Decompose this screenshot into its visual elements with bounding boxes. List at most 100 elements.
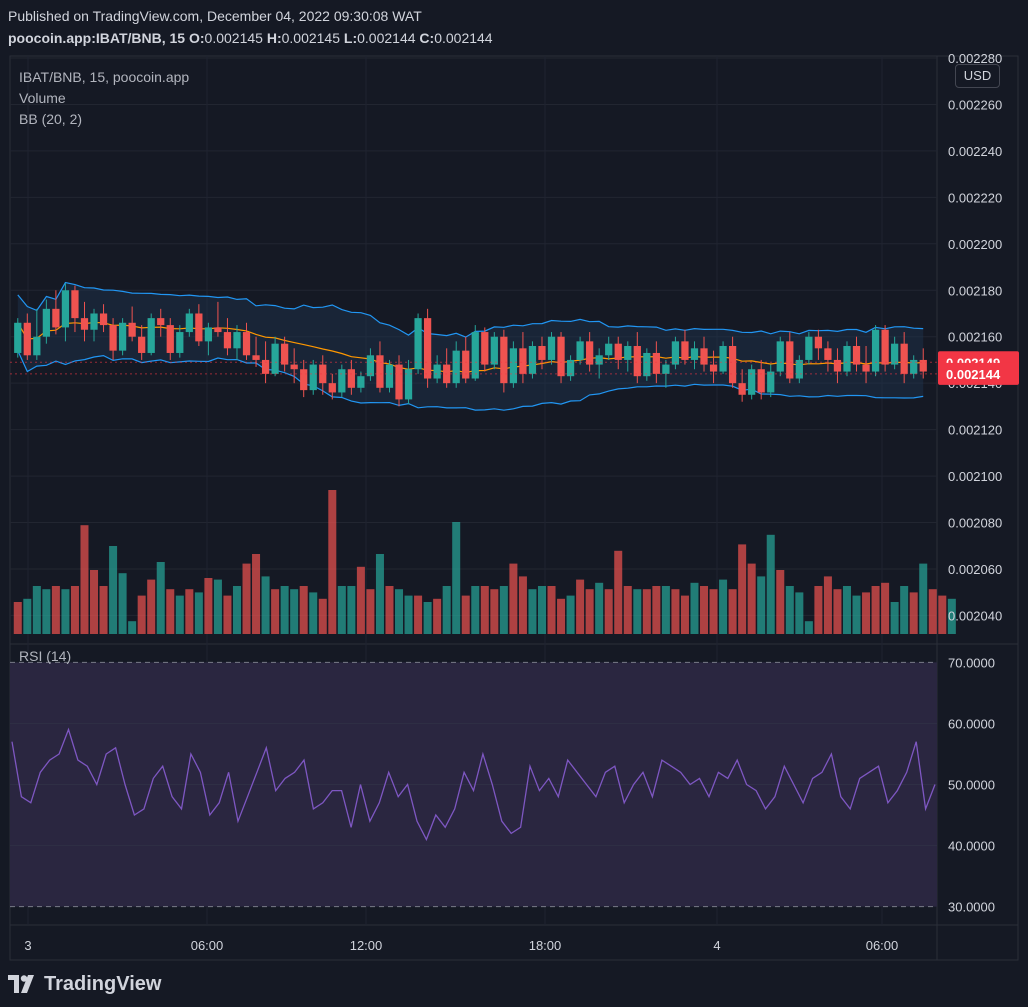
- candle-body: [338, 369, 346, 393]
- volume-bar: [700, 586, 709, 634]
- low-label: L:: [343, 30, 358, 46]
- price-tick-label: 0.002260: [948, 97, 1002, 112]
- volume-bar: [242, 563, 251, 634]
- candle-body: [328, 383, 336, 393]
- time-tick-label: 4: [713, 938, 720, 953]
- volume-bar: [280, 586, 289, 634]
- volume-bar: [785, 586, 794, 634]
- volume-bar: [671, 589, 680, 634]
- candle-body: [643, 352, 651, 377]
- candle-body: [633, 346, 641, 377]
- candle-body: [71, 290, 79, 319]
- volume-bar: [862, 592, 871, 634]
- volume-bar: [804, 621, 813, 634]
- volume-bar: [347, 586, 356, 634]
- rsi-panel: [10, 661, 937, 908]
- volume-bar: [938, 595, 947, 634]
- price-tick-label: 0.002120: [948, 423, 1002, 438]
- volume-bar: [604, 589, 613, 634]
- price-tick-label: 0.002060: [948, 562, 1002, 577]
- candle-body: [566, 359, 575, 377]
- candlesticks: [14, 283, 927, 407]
- volume-bar: [652, 586, 661, 634]
- candle-body: [843, 346, 851, 372]
- close-label: C:: [419, 30, 435, 46]
- candle-body: [871, 329, 880, 372]
- volume-bar: [309, 592, 318, 634]
- legend-symbol[interactable]: IBAT/BNB, 15, poocoin.app: [19, 69, 189, 85]
- rsi-tick-label: 60.0000: [948, 716, 995, 731]
- volume-bar: [690, 582, 699, 634]
- symbol-ohlc-line: poocoin.app:IBAT/BNB, 15 O:0.002145 H:0.…: [8, 30, 493, 46]
- rsi-tick-label: 40.0000: [948, 839, 995, 854]
- volume-bar: [204, 578, 213, 634]
- candle-body: [195, 313, 203, 342]
- candle-body: [61, 290, 70, 328]
- bb-lower: [17, 350, 924, 411]
- volume-bar: [728, 589, 737, 634]
- close-value: 0.002144: [434, 30, 493, 46]
- volume-bar: [890, 602, 899, 634]
- low-value: 0.002144: [357, 30, 416, 46]
- volume-bar: [271, 589, 280, 634]
- volume-bar: [90, 570, 99, 634]
- candle-body: [795, 359, 803, 379]
- chart-frame: [9, 55, 1019, 961]
- candle-body: [719, 346, 727, 372]
- volume-bar: [585, 589, 594, 634]
- volume-bar: [252, 554, 261, 634]
- price-tick-label: 0.002220: [948, 190, 1002, 205]
- volume-bar: [356, 566, 365, 634]
- volume-bar: [719, 579, 728, 634]
- candle-body: [700, 348, 708, 365]
- candle-body: [738, 383, 746, 395]
- candle-body: [290, 364, 298, 370]
- candle-body: [319, 364, 327, 384]
- legend-bb[interactable]: BB (20, 2): [19, 111, 82, 127]
- chart-area[interactable]: 0.002280 0.002260 0.002240 0.002220 0.002200…: [0, 0, 1028, 965]
- currency-button[interactable]: USD: [955, 64, 1000, 88]
- candle-body: [214, 327, 222, 333]
- legend-rsi[interactable]: RSI (14): [19, 648, 71, 664]
- candle-body: [671, 341, 680, 365]
- candle-body: [423, 318, 432, 379]
- volume-bar: [642, 589, 651, 634]
- high-value: 0.002145: [281, 30, 341, 46]
- volume-bar: [871, 586, 880, 634]
- published-line: Published on TradingView.com, December 0…: [8, 8, 422, 24]
- rsi-tick-label: 50.0000: [948, 778, 995, 793]
- volume-bar: [633, 589, 642, 634]
- legend-volume[interactable]: Volume: [19, 90, 66, 106]
- candle-body: [586, 341, 594, 365]
- volume-bar: [423, 602, 432, 634]
- candle-body: [281, 343, 289, 365]
- volume-bar: [680, 595, 689, 634]
- candle-body: [42, 308, 50, 337]
- volume-bar: [61, 589, 70, 634]
- symbol-name: poocoin.app:IBAT/BNB, 15: [8, 30, 186, 46]
- candle-body: [271, 343, 279, 374]
- candle-body: [414, 318, 422, 370]
- volume-bar: [776, 570, 785, 634]
- candle-body: [538, 346, 546, 360]
- tradingview-brand-text: TradingView: [44, 972, 162, 995]
- volume-bar: [213, 579, 222, 634]
- volume-bar: [814, 586, 823, 634]
- candle-body: [595, 355, 603, 365]
- volume-bar: [766, 534, 775, 634]
- price-tick-label: 0.002240: [948, 144, 1002, 159]
- candle-body: [614, 343, 622, 360]
- volume-bar: [290, 589, 299, 634]
- volume-bar: [576, 579, 585, 634]
- volume-bar: [299, 586, 308, 634]
- candle-body: [805, 336, 813, 360]
- volume-bar: [51, 586, 60, 634]
- time-tick-label: 06:00: [866, 938, 899, 953]
- volume-bar: [128, 621, 137, 634]
- volume-bar: [566, 595, 575, 634]
- candle-body: [252, 355, 260, 360]
- volume-bar: [919, 563, 928, 634]
- candle-body: [519, 348, 527, 374]
- candle-body: [366, 355, 375, 377]
- volume-bar: [518, 576, 527, 634]
